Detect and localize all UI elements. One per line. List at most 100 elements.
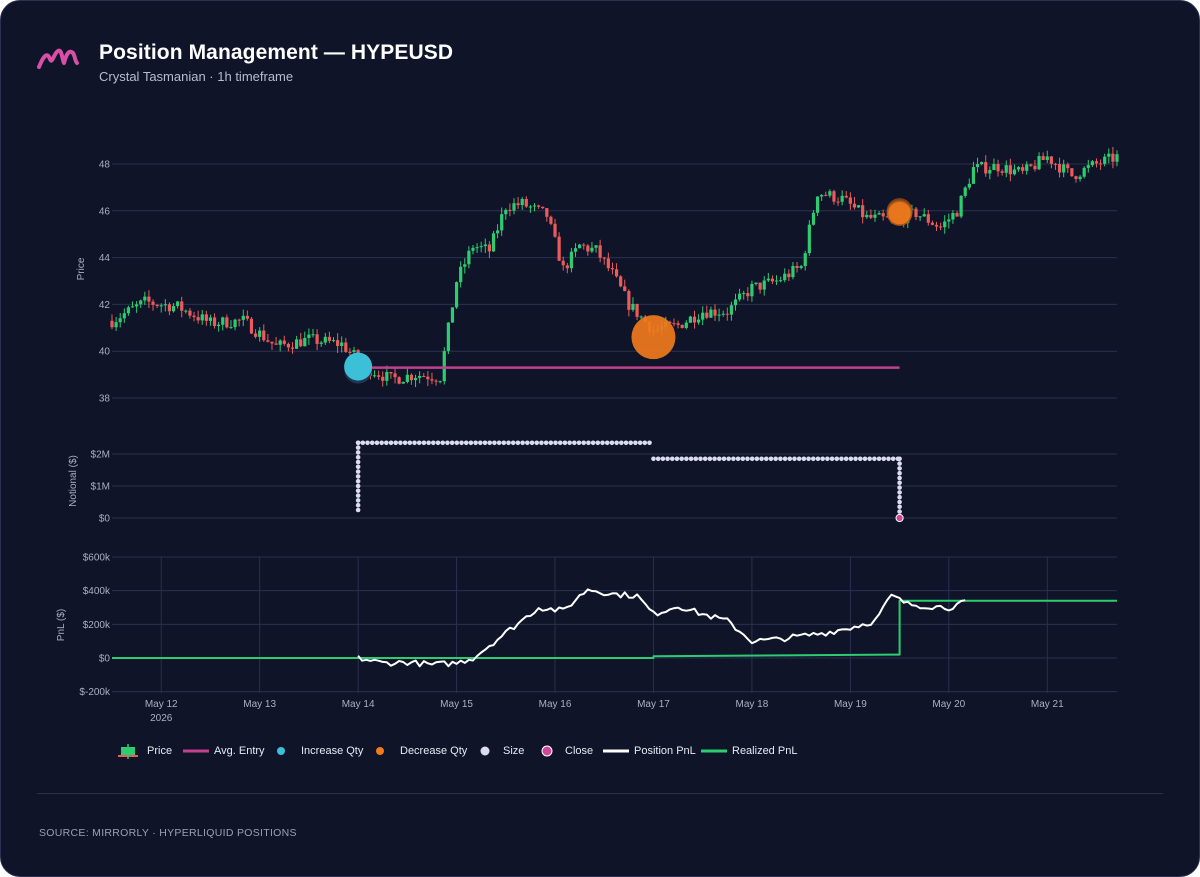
candle-down bbox=[253, 333, 258, 337]
candle-up bbox=[532, 205, 537, 207]
size-dot bbox=[355, 502, 361, 508]
size-dot bbox=[529, 440, 535, 446]
legend-size[interactable]: Size bbox=[480, 741, 524, 761]
candle-up bbox=[143, 296, 147, 301]
x-tick-label: May 18 bbox=[736, 699, 769, 710]
candle-up bbox=[975, 164, 980, 168]
x-tick-label: May 19 bbox=[834, 699, 867, 710]
notional-y-tick-label: $2M bbox=[91, 450, 110, 461]
candle-down bbox=[290, 347, 295, 349]
size-dot bbox=[604, 440, 610, 446]
candle-down bbox=[299, 339, 303, 347]
size-dot bbox=[684, 456, 689, 462]
candle-down bbox=[541, 206, 545, 209]
size-dot bbox=[759, 456, 764, 462]
candle-down bbox=[795, 266, 799, 269]
size-dot bbox=[787, 456, 793, 462]
candle-down bbox=[934, 224, 939, 227]
candle-down bbox=[1053, 163, 1058, 165]
x-tick-label: May 20 bbox=[932, 699, 965, 710]
legend-position-pnl[interactable]: Position PnL bbox=[603, 741, 696, 761]
size-dot bbox=[721, 456, 727, 462]
candle-up bbox=[918, 216, 922, 218]
candle-up bbox=[475, 247, 479, 249]
size-dot bbox=[815, 456, 821, 462]
size-dot bbox=[595, 440, 601, 446]
size-dot bbox=[651, 456, 656, 462]
size-dot bbox=[890, 456, 896, 462]
candle-down bbox=[984, 162, 988, 174]
candle-up bbox=[959, 195, 963, 217]
candle-down bbox=[1094, 161, 1099, 164]
candle-up bbox=[1090, 161, 1094, 166]
candle-up bbox=[762, 280, 766, 290]
size-dot bbox=[421, 440, 427, 446]
size-dot bbox=[702, 456, 708, 462]
legend-realized-pnl[interactable]: Realized PnL bbox=[701, 741, 797, 761]
legend-avg-entry[interactable]: Avg. Entry bbox=[183, 741, 265, 761]
candle-down bbox=[1000, 171, 1004, 173]
candle-up bbox=[221, 317, 225, 325]
size-dot bbox=[539, 440, 544, 446]
candle-up bbox=[971, 167, 976, 184]
price-axis-title: Price bbox=[76, 257, 87, 280]
pnl-y-tick-label: $0 bbox=[99, 654, 111, 665]
size-dot bbox=[806, 456, 811, 462]
size-dot bbox=[637, 440, 643, 446]
candle-down bbox=[614, 269, 619, 277]
legend-decrease[interactable]: Decrease Qty bbox=[376, 741, 467, 761]
candle-down bbox=[606, 258, 610, 269]
size-dot bbox=[669, 456, 675, 462]
size-dot bbox=[576, 440, 582, 446]
candle-up bbox=[729, 305, 734, 315]
candle-up bbox=[405, 374, 409, 382]
candle-up bbox=[1078, 176, 1082, 180]
candle-down bbox=[508, 209, 512, 211]
legend-price[interactable]: Price bbox=[117, 741, 172, 761]
candle-up bbox=[495, 230, 500, 234]
footer-divider bbox=[37, 793, 1163, 794]
size-dot bbox=[843, 456, 849, 462]
candle-up bbox=[176, 301, 180, 307]
candle-down bbox=[672, 323, 676, 325]
candle-down bbox=[397, 377, 401, 384]
candle-up bbox=[413, 377, 418, 381]
size-dot bbox=[543, 440, 549, 446]
size-dot bbox=[492, 440, 497, 446]
candle-down bbox=[758, 282, 762, 290]
candle-down bbox=[914, 208, 918, 218]
candle-up bbox=[742, 293, 746, 295]
candle-down bbox=[881, 213, 885, 217]
candle-up bbox=[418, 375, 422, 378]
candle-down bbox=[746, 293, 750, 297]
legend-close[interactable]: Close bbox=[540, 741, 593, 761]
size-dot bbox=[633, 440, 638, 446]
size-dot bbox=[449, 440, 455, 446]
size-dot bbox=[398, 440, 403, 446]
candle-up bbox=[639, 316, 643, 318]
candle-down bbox=[996, 164, 1000, 172]
candle-up bbox=[733, 299, 738, 306]
candle-down bbox=[680, 324, 684, 328]
legend-increase[interactable]: Increase Qty bbox=[277, 741, 363, 761]
size-dot bbox=[688, 456, 694, 462]
size-dot bbox=[679, 456, 684, 462]
size-dot bbox=[881, 456, 887, 462]
candle-down bbox=[586, 245, 590, 252]
candle-up bbox=[241, 315, 245, 320]
size-dot bbox=[810, 456, 816, 462]
dot-legend-icon bbox=[376, 747, 384, 755]
x-tick-label: May 16 bbox=[539, 699, 572, 710]
close-marker bbox=[895, 513, 904, 523]
size-dot bbox=[355, 459, 361, 465]
candle-up bbox=[963, 187, 967, 196]
size-dot bbox=[355, 469, 361, 474]
candle-down bbox=[549, 216, 553, 224]
candle-up bbox=[1107, 153, 1111, 157]
dot-legend-icon bbox=[480, 746, 490, 756]
size-dot bbox=[388, 440, 394, 446]
candle-down bbox=[434, 380, 438, 382]
candle-up bbox=[1082, 167, 1086, 177]
size-dot bbox=[355, 498, 361, 503]
